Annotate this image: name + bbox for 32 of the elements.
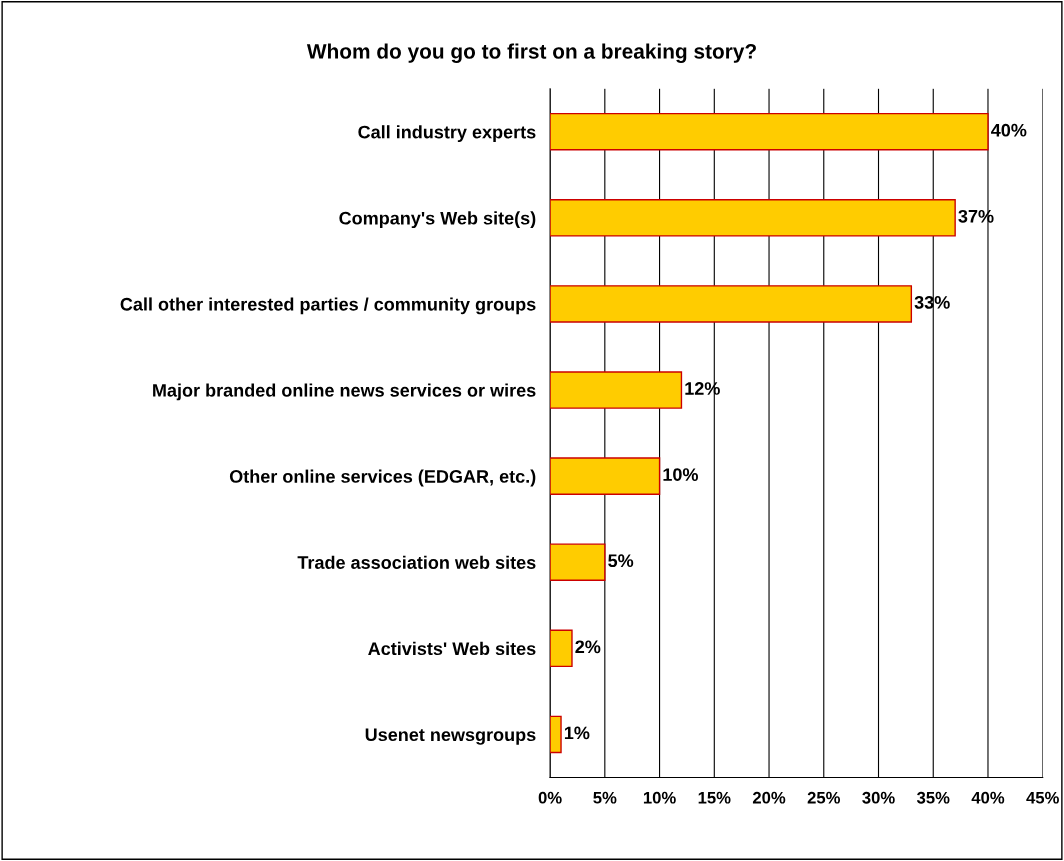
x-tick-label: 40%	[971, 791, 1005, 804]
data-label: 40%	[991, 123, 1027, 137]
bar	[550, 543, 606, 582]
y-tick-label: Usenet newsgroups	[365, 728, 536, 745]
x-tick-label: 20%	[752, 791, 786, 804]
x-tick-label: 30%	[862, 791, 895, 804]
bar	[550, 629, 573, 668]
x-tick-label: 5%	[593, 791, 617, 804]
y-tick-label: Trade association web sites	[297, 555, 536, 569]
y-tick-label: Call industry experts	[358, 125, 536, 143]
x-tick-label: 10%	[643, 791, 676, 804]
x-tick-label: 45%	[1026, 791, 1059, 804]
y-tick-label: Company's Web site(s)	[339, 211, 536, 229]
bar	[550, 457, 661, 495]
bar	[550, 715, 562, 754]
chart-title: Whom do you go to first on a breaking story?	[306, 43, 756, 63]
bar	[550, 285, 913, 323]
x-tick-label: 35%	[916, 791, 950, 804]
y-tick-label: Activists' Web sites	[368, 641, 536, 656]
x-tick-label: 0%	[538, 791, 562, 804]
bar	[550, 371, 683, 409]
bar	[550, 112, 989, 151]
data-label: 2%	[575, 640, 601, 654]
data-label: 5%	[608, 554, 634, 568]
data-label: 1%	[564, 726, 590, 740]
bar	[550, 199, 956, 237]
y-tick-label: Call other interested parties / community groups	[120, 297, 536, 315]
x-tick-label: 15%	[698, 791, 731, 804]
y-tick-label: Other online services (EDGAR, etc.)	[229, 469, 536, 487]
x-tick-label: 25%	[807, 791, 841, 804]
data-label: 10%	[663, 468, 698, 481]
y-tick-label: Major branded online news services or wires	[153, 383, 536, 401]
